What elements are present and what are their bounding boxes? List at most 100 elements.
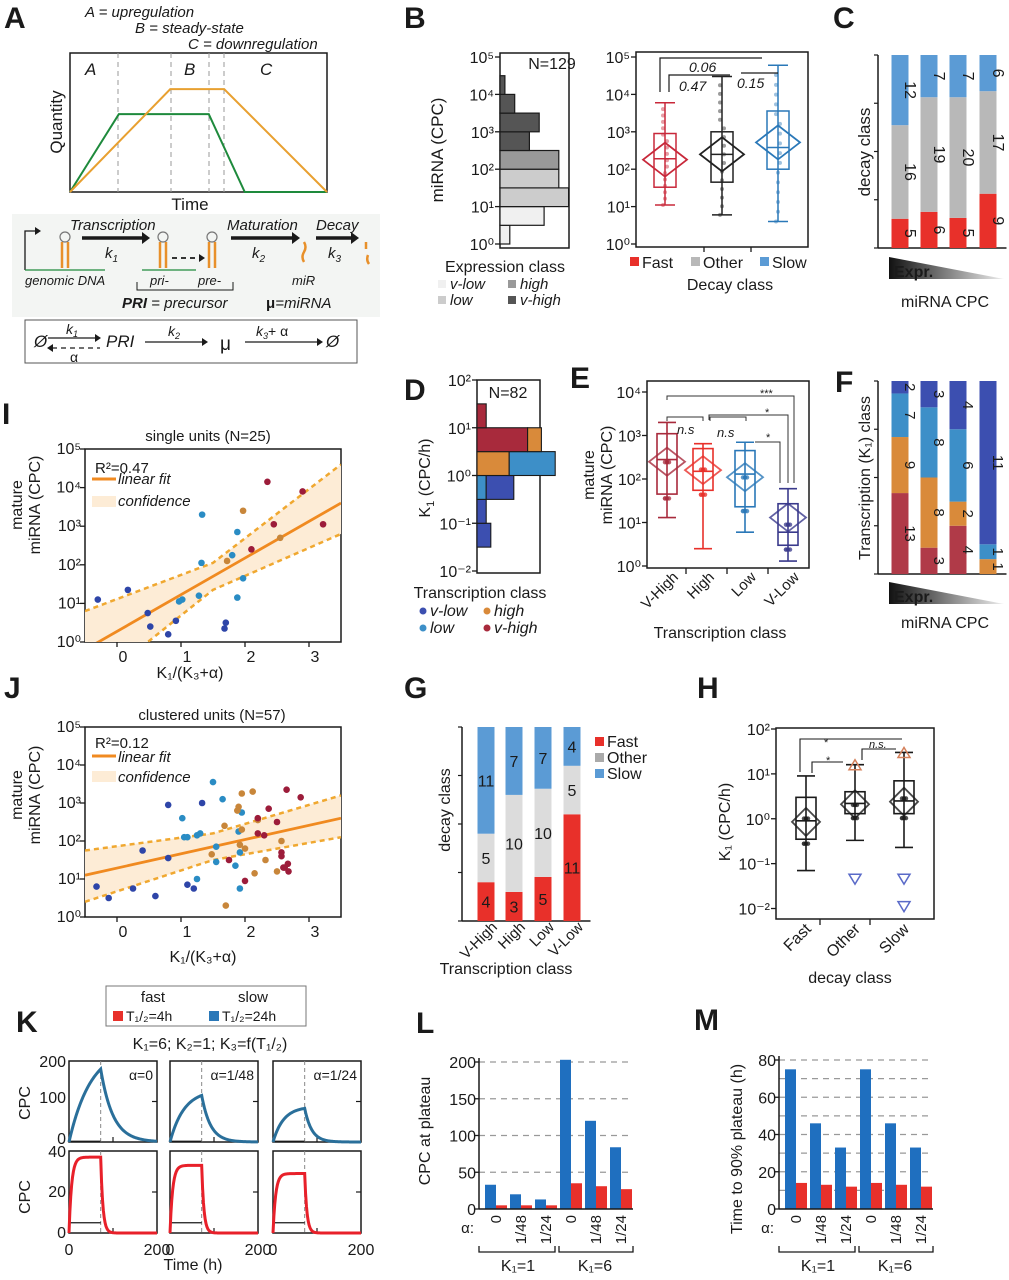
outlier-marker-icon [896,873,912,886]
maturation-label: Maturation [227,217,298,234]
group-label: K₁=6 [578,1258,612,1275]
expression-wedge [889,257,1004,279]
bar-value-label: 7 [930,72,947,81]
x-tick-label: 0 [166,1242,175,1259]
sig-bracket [708,414,789,483]
histogram-bar [499,131,530,152]
d-transcription-legend: v-low high low v-high [419,603,538,637]
degraded-mirna-icon [364,242,371,265]
e-box-frame [646,380,810,569]
group-bracket [478,1246,556,1253]
data-point [661,203,665,208]
legend-label: v-high [520,292,561,309]
genomic-dna-label: genomic DNA [25,273,105,288]
r2-label: R²=0.12 [95,735,149,752]
data-point [222,902,230,909]
pri-definition: PRI = precursor [122,295,228,312]
processing-arrowhead-icon [199,254,205,262]
y-tick-label: 0 [767,1202,776,1219]
plot-area [85,778,341,909]
data-point [740,508,746,514]
histogram-segment [476,474,487,500]
definition-c: C = downregulation [188,36,318,53]
legend-label: v-low [430,603,469,620]
bar-segment [891,218,909,248]
x-tick-label: High [684,569,718,603]
data-point [899,815,905,821]
bar-value-label: 6 [930,225,947,234]
histogram-bar [499,93,516,114]
panel-h: H Fast Other Slow**n.s. 10⁻²10⁻¹10⁰10¹10² … [697,672,935,987]
data-point [774,73,778,78]
bar-fast [596,1186,607,1209]
bar-value-label: 3 [510,899,519,916]
alpha-label: α=1/48 [210,1067,254,1083]
data-point [234,528,241,536]
bar-value-label: 10 [505,836,523,853]
g-ylabel: decay class [437,768,454,852]
c-expression-wedge: Expr. [889,257,1004,281]
x-tick-label: 1/24 [913,1215,930,1244]
time-course-fast [168,1163,258,1235]
bar-fast [496,1205,507,1209]
panel-a: A A = upregulation B = steady-state C = … [4,2,380,365]
data-point [785,522,791,527]
x-tick-label: Slow [876,920,913,957]
bar-value-label: 5 [568,783,577,800]
data-point [663,177,667,182]
outlier-marker-icon [847,758,863,771]
reaction-null-right: Ø [325,332,341,351]
panel-b: B 10⁰ 10¹ 10² 10³ 10⁴ 10⁵ N=129 miRNA (CPC) E… [404,2,809,309]
reaction-alpha: α [70,349,78,365]
panel-label-a: A [4,2,26,35]
y-tick-label: 10⁻¹ [439,516,471,533]
x-tick-label: 0 [119,649,128,666]
k2-label: k2 [252,245,266,265]
histogram-segment [485,474,515,500]
panel-label-c: C [833,2,855,35]
y-tick-label: 10⁵ [606,50,630,67]
y-tick-label: 80 [758,1053,776,1070]
k-legend-fast-desc: T₁/₂=4h [126,1008,172,1024]
reaction-mu: μ [220,334,231,355]
j-title: clustered units (N=57) [138,707,285,724]
data-point [264,478,271,486]
data-point [164,801,172,809]
promoter-arrow [24,230,35,270]
mean-diamond [768,502,808,533]
b-box-yticks: 10⁰ 10¹ 10² 10³ 10⁴ 10⁵ [605,50,636,254]
b-legend-title: Expression class [445,259,565,276]
data-point [235,803,242,811]
legend-label: Slow [607,766,642,783]
legend-label: high [494,603,524,620]
data-point [236,885,244,892]
b-hist-n: N=129 [528,56,576,73]
sig-bracket [709,416,747,421]
data-point [129,885,137,892]
scheme-background [12,214,380,317]
y-tick-label: 10⁰ [470,237,494,254]
panel-label-b: B [404,2,426,35]
data-point [778,141,782,146]
data-point [198,559,205,567]
fit-legend-label: linear fit [118,471,171,488]
time-course-slow [67,1065,158,1143]
promoter-arrowhead-icon [35,227,41,235]
data-point [665,145,669,150]
bar-segment [920,547,938,574]
sig-bracket [799,738,902,772]
hairpin-icon [59,231,71,268]
y-tick-label: 10⁰ [617,559,641,576]
confidence-upper [85,794,341,852]
data-point [236,841,244,849]
bar-fast [871,1182,882,1209]
pri-hairpin-icon [157,231,169,268]
histogram-bar [499,112,540,133]
plot-area [85,463,341,642]
pri-label: pri- [149,273,169,288]
y-tick-label: 10² [58,833,82,850]
expr-label: Expr. [894,264,933,281]
l-ylabel: CPC at plateau [417,1077,434,1186]
b-decay-legend: Fast Other Slow [630,255,807,272]
